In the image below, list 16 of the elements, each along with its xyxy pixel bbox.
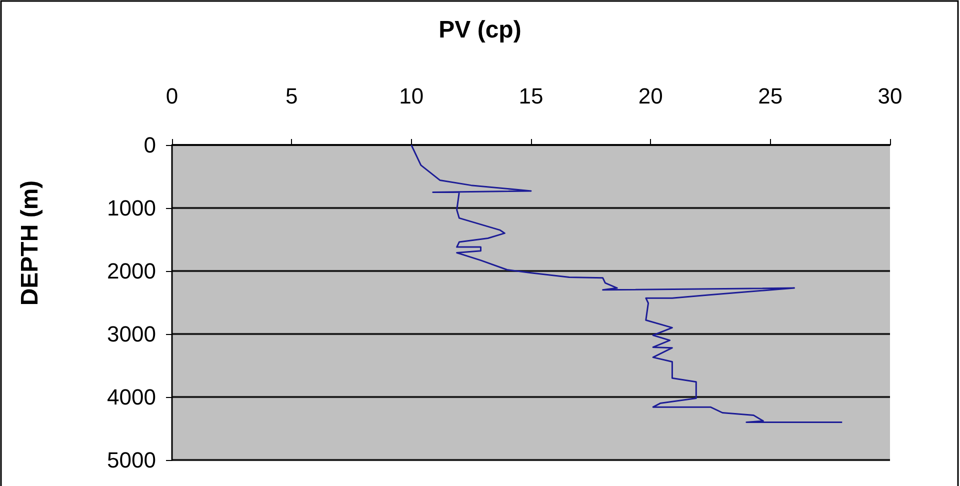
y-tick-label: 3000 [107, 322, 156, 346]
x-tick-label: 10 [399, 84, 424, 108]
y-tick-label: 2000 [107, 258, 156, 284]
y-axis-title: DEPTH (m) [16, 180, 44, 306]
x-tick-label: 0 [166, 84, 178, 108]
x-tick-label: 20 [638, 84, 663, 108]
x-tick-label: 30 [878, 84, 902, 108]
y-tick-label: 1000 [107, 196, 156, 220]
x-axis-title: PV (cp) [438, 16, 522, 44]
y-tick-label: 0 [144, 132, 156, 158]
x-tick-label: 5 [286, 84, 298, 108]
y-tick-label: 4000 [107, 384, 156, 410]
x-tick-label: 25 [758, 84, 783, 108]
y-tick-label: 5000 [107, 448, 156, 472]
line-series [410, 144, 843, 423]
x-tick-label: 15 [518, 84, 544, 108]
